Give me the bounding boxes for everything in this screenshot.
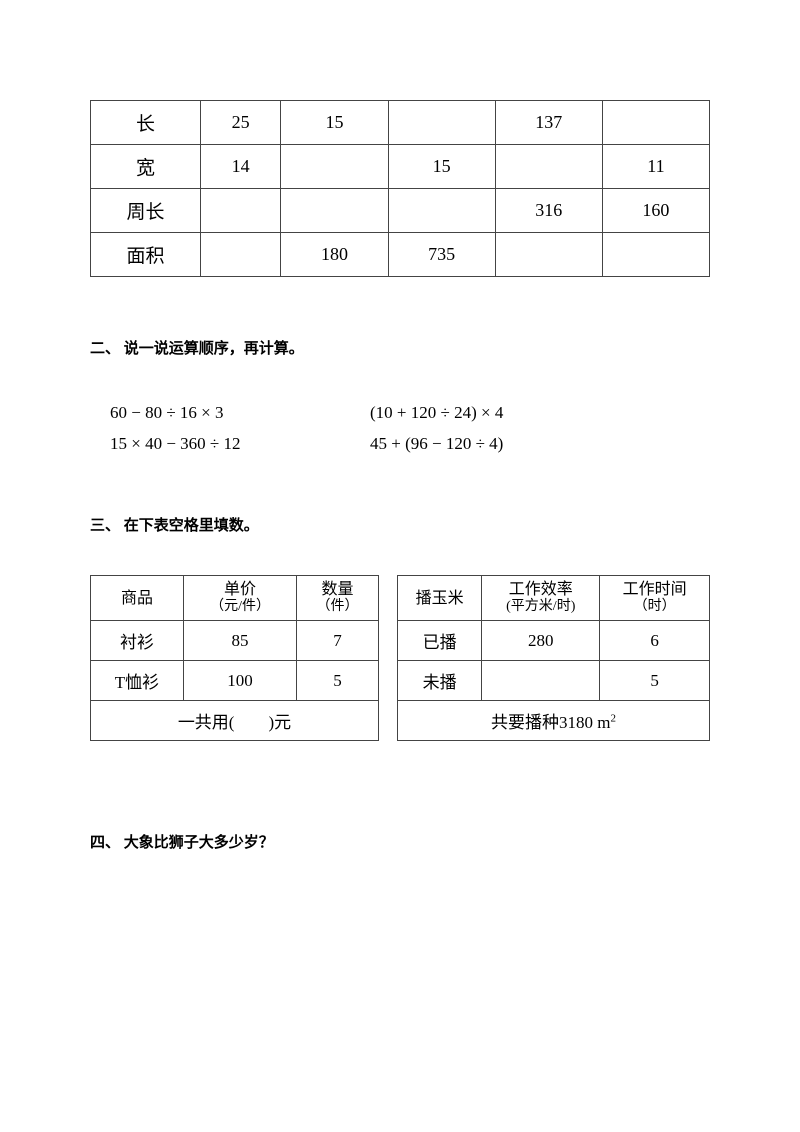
- table-row: 共要播种3180 m2: [397, 701, 709, 741]
- table-row: 长 25 15 137: [91, 101, 710, 145]
- cell: [201, 189, 281, 233]
- table-row: 商品 单价 （元/件） 数量 （件）: [91, 576, 379, 621]
- header-line: 工作时间: [602, 580, 707, 599]
- header-line: （时）: [602, 599, 707, 616]
- cell: [602, 101, 709, 145]
- cell: [281, 189, 388, 233]
- row-label-width: 宽: [91, 145, 201, 189]
- table-row: 面积 180 735: [91, 233, 710, 277]
- cell: 已播: [397, 621, 481, 661]
- cell: 15: [388, 145, 495, 189]
- goods-table: 商品 单价 （元/件） 数量 （件） 衬衫 85 7 T恤衫 100 5 一共用…: [90, 575, 379, 741]
- cell: 100: [184, 661, 297, 701]
- row-label-length: 长: [91, 101, 201, 145]
- cell: 14: [201, 145, 281, 189]
- footer-text: 共要播种3180 m: [491, 713, 610, 732]
- row-label-area: 面积: [91, 233, 201, 277]
- row-label-perimeter: 周长: [91, 189, 201, 233]
- equation-row: 15 × 40 − 360 ÷ 12 45 + (96 − 120 ÷ 4): [110, 429, 710, 460]
- header-time: 工作时间 （时）: [600, 576, 710, 621]
- cell: 160: [602, 189, 709, 233]
- equation: 60 − 80 ÷ 16 × 3: [110, 398, 370, 429]
- header-line: （元/件）: [186, 599, 294, 616]
- table-row: 未播 5: [397, 661, 709, 701]
- cell: 85: [184, 621, 297, 661]
- equation: (10 + 120 ÷ 24) × 4: [370, 398, 503, 429]
- table-row: 一共用( )元: [91, 701, 379, 741]
- header-line: （件）: [299, 599, 376, 616]
- cell: [495, 233, 602, 277]
- table-row: T恤衫 100 5: [91, 661, 379, 701]
- cell: 180: [281, 233, 388, 277]
- cell: 未播: [397, 661, 481, 701]
- header-line: 单价: [186, 580, 294, 599]
- header-goods: 商品: [91, 576, 184, 621]
- header-qty: 数量 （件）: [297, 576, 379, 621]
- superscript: 2: [610, 713, 616, 725]
- cell: 316: [495, 189, 602, 233]
- cell: 5: [297, 661, 379, 701]
- equation-row: 60 − 80 ÷ 16 × 3 (10 + 120 ÷ 24) × 4: [110, 398, 710, 429]
- cell: [602, 233, 709, 277]
- section-3-heading: 三、 在下表空格里填数。: [90, 514, 710, 535]
- cell: 5: [600, 661, 710, 701]
- cell: 6: [600, 621, 710, 661]
- header-corn: 播玉米: [397, 576, 481, 621]
- table-row: 宽 14 15 11: [91, 145, 710, 189]
- cell: 137: [495, 101, 602, 145]
- cell: [281, 145, 388, 189]
- cell: [388, 189, 495, 233]
- tables-row: 商品 单价 （元/件） 数量 （件） 衬衫 85 7 T恤衫 100 5 一共用…: [90, 575, 710, 741]
- cell: 280: [482, 621, 600, 661]
- table-row: 播玉米 工作效率 (平方米/时) 工作时间 （时）: [397, 576, 709, 621]
- table-row: 周长 316 160: [91, 189, 710, 233]
- equation: 45 + (96 − 120 ÷ 4): [370, 429, 503, 460]
- cell: 7: [297, 621, 379, 661]
- section-2-heading: 二、 说一说运算顺序，再计算。: [90, 337, 710, 358]
- footer-total: 一共用( )元: [91, 701, 379, 741]
- table-row: 衬衫 85 7: [91, 621, 379, 661]
- equation: 15 × 40 − 360 ÷ 12: [110, 429, 370, 460]
- cell: T恤衫: [91, 661, 184, 701]
- cell: 11: [602, 145, 709, 189]
- header-line: 工作效率: [484, 580, 597, 599]
- cell: 衬衫: [91, 621, 184, 661]
- header-price: 单价 （元/件）: [184, 576, 297, 621]
- cell: 735: [388, 233, 495, 277]
- header-line: 数量: [299, 580, 376, 599]
- header-efficiency: 工作效率 (平方米/时): [482, 576, 600, 621]
- footer-area: 共要播种3180 m2: [397, 701, 709, 741]
- cell: [495, 145, 602, 189]
- cell: 15: [281, 101, 388, 145]
- equations-block: 60 − 80 ÷ 16 × 3 (10 + 120 ÷ 24) × 4 15 …: [110, 398, 710, 459]
- cell: [201, 233, 281, 277]
- cell: 25: [201, 101, 281, 145]
- section-4-heading: 四、 大象比狮子大多少岁？: [90, 831, 710, 852]
- table-row: 已播 280 6: [397, 621, 709, 661]
- cell: [482, 661, 600, 701]
- corn-table: 播玉米 工作效率 (平方米/时) 工作时间 （时） 已播 280 6 未播 5 …: [397, 575, 710, 741]
- dimensions-table: 长 25 15 137 宽 14 15 11 周长 316 160 面积 180…: [90, 100, 710, 277]
- cell: [388, 101, 495, 145]
- header-line: (平方米/时): [484, 599, 597, 616]
